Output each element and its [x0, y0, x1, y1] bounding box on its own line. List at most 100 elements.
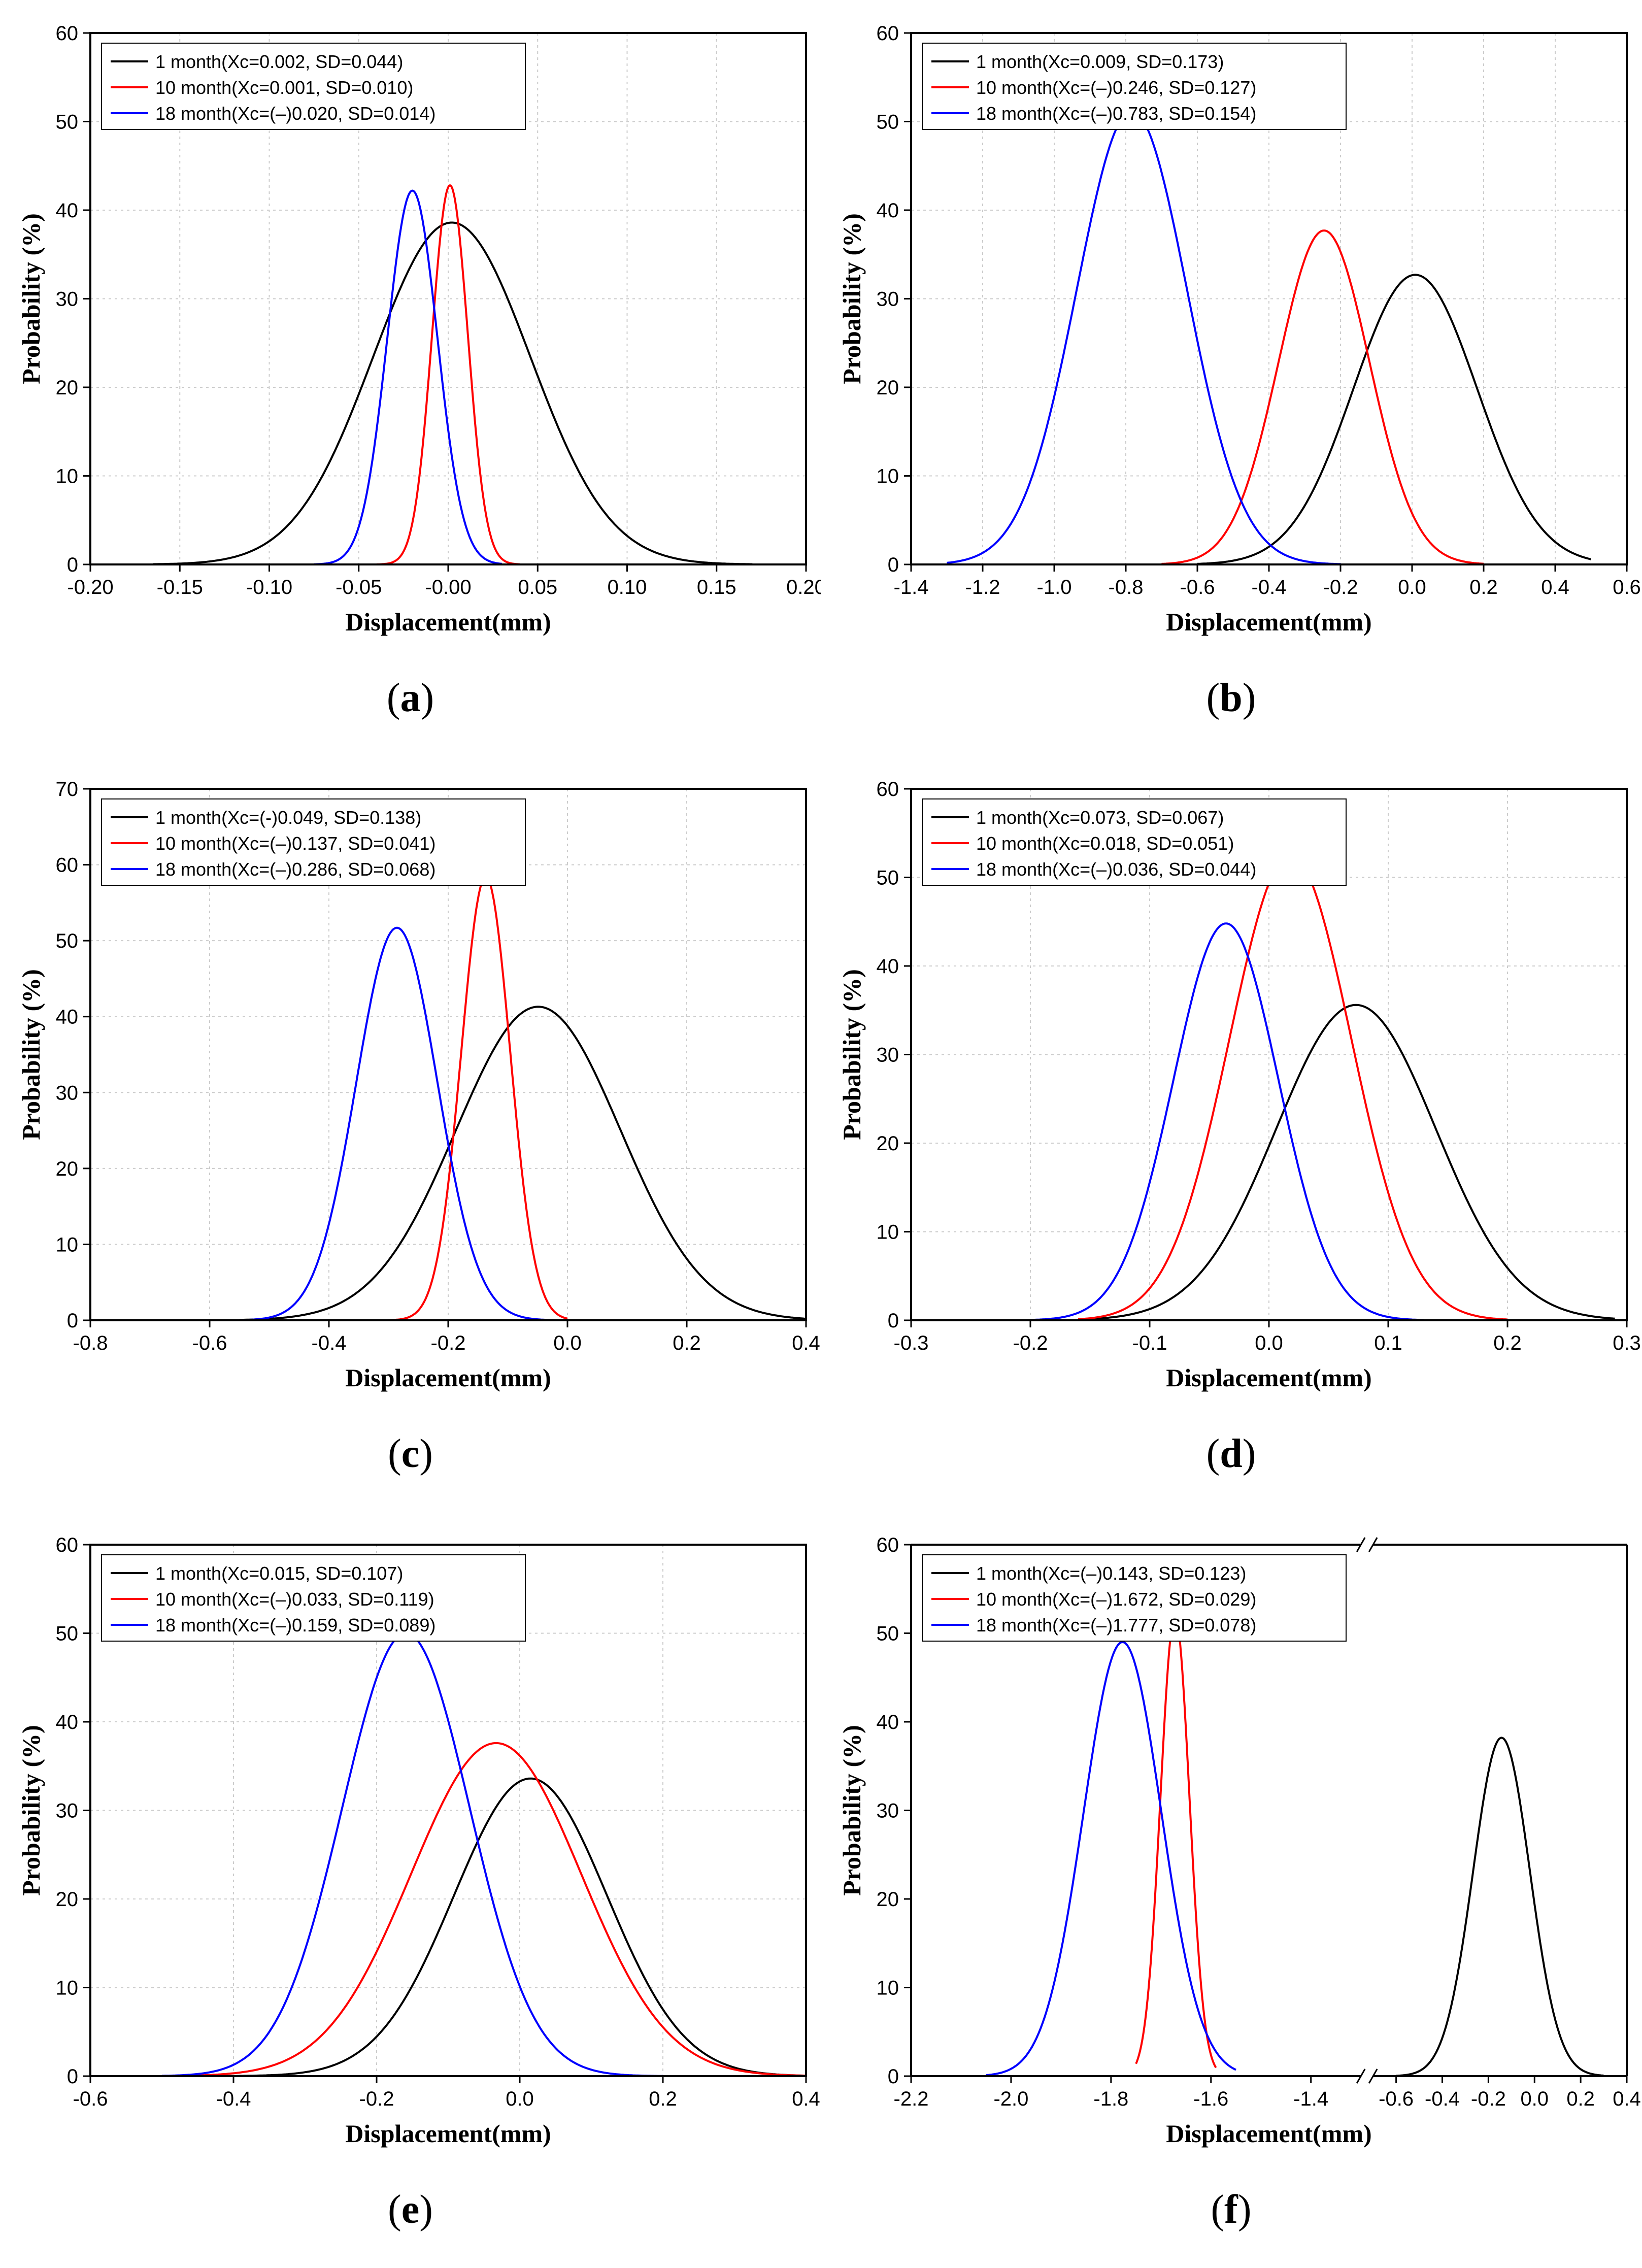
axes	[904, 788, 1628, 1327]
series-group	[239, 876, 806, 1320]
x-tick-label: -0.6	[1379, 2088, 1414, 2110]
y-tick-label: 30	[56, 288, 79, 311]
legend-label-18-month: 18 month(Xc=(–)0.036, SD=0.044)	[976, 859, 1256, 880]
y-tick-label: 50	[56, 111, 79, 134]
y-tick-label: 60	[56, 22, 79, 45]
axes	[83, 32, 807, 572]
x-tick-label: -0.1	[1132, 1332, 1167, 1354]
chart-c: -0.8 -0.6 -0.4 -0.2 0.0 0.2 0.4 0 10 20 30 40 50 60 70…	[17, 778, 820, 1392]
chart-a: -0.20 -0.15 -0.10 -0.05 -0.00 0.05 0.10 0.15 0.2…	[17, 22, 821, 636]
x-tick-label: -0.6	[1180, 576, 1215, 598]
x-tick-label: 0.1	[1374, 1332, 1402, 1354]
x-tick-label: 0.2	[1469, 576, 1498, 598]
chart-e: -0.6 -0.4 -0.2 0.0 0.2 0.4 0 10 20 30 40 50 60 Displa…	[17, 1534, 820, 2148]
x-tick-label: 0.4	[1613, 2088, 1641, 2110]
x-tick-label: -0.3	[894, 1332, 929, 1354]
x-axis-title: Displacement(mm)	[345, 2119, 551, 2148]
y-tick-label: 20	[877, 377, 899, 399]
x-tick-label: 0.0	[1398, 576, 1426, 598]
y-tick-label: 60	[877, 22, 899, 45]
y-tick-label: 30	[56, 1082, 79, 1104]
y-tick-label: 60	[877, 1534, 899, 1556]
y-tick-label: 60	[56, 854, 79, 877]
x-tick-label: -2.2	[894, 2088, 929, 2110]
axis-break-mark	[1368, 1537, 1378, 1552]
x-tick-label: -0.2	[1471, 2088, 1506, 2110]
x-tick-label: -0.2	[359, 2088, 394, 2110]
x-tick-label: -1.0	[1037, 576, 1072, 598]
y-tick-label: 40	[877, 955, 899, 978]
x-tick-label: -0.4	[312, 1332, 347, 1354]
x-tick-label: -0.2	[1323, 576, 1358, 598]
y-tick-label: 20	[877, 1888, 899, 1911]
legend-label-18-month: 18 month(Xc=(–)1.777, SD=0.078)	[976, 1615, 1256, 1636]
y-axis-title: Probability (%)	[17, 1725, 45, 1896]
axes	[83, 788, 807, 1327]
chart-f: -2.2 -2.0 -1.8 -1.6 -1.4 -0.6 -0.4 -0.2 0.0 0.2 0.…	[837, 1534, 1641, 2148]
y-tick-label: 50	[877, 867, 899, 889]
series-group	[1030, 854, 1615, 1320]
panel-f: -2.2 -2.0 -1.8 -1.6 -1.4 -0.6 -0.4 -0.2 0.0 0.2 0.…	[821, 1512, 1641, 2267]
x-tick-label: -1.4	[894, 576, 929, 598]
y-tick-label: 0	[67, 2065, 78, 2088]
y-tick-label: 40	[877, 199, 899, 222]
x-tick-label: -0.8	[1109, 576, 1144, 598]
x-tick-label: -0.8	[73, 1332, 108, 1354]
legend-label-18-month: 18 month(Xc=(–)0.159, SD=0.089)	[155, 1615, 435, 1636]
legend-label-10-month: 10 month(Xc=0.001, SD=0.010)	[155, 77, 413, 98]
y-tick-label: 20	[56, 1888, 79, 1911]
caption-a: (a)	[386, 676, 434, 720]
chart-d: -0.3 -0.2 -0.1 0.0 0.1 0.2 0.3 0 10 20 30 40 50 60 Dis…	[837, 778, 1641, 1392]
caption-d: (d)	[1206, 1431, 1256, 1476]
series-line-10-month	[388, 876, 568, 1320]
legend-box	[101, 1554, 526, 1642]
axis-break-mark	[1356, 2069, 1366, 2084]
legend-label-1-month: 1 month(Xc=0.009, SD=0.173)	[976, 51, 1224, 72]
legend-label-1-month: 1 month(Xc=(–)0.143, SD=0.123)	[976, 1563, 1246, 1584]
series-line-10-month	[1135, 1614, 1217, 2069]
legend-label-10-month: 10 month(Xc=0.018, SD=0.051)	[976, 833, 1234, 854]
y-tick-label: 40	[56, 1006, 79, 1028]
y-axis-title: Probability (%)	[837, 213, 866, 384]
x-tick-label: 0.10	[608, 576, 647, 598]
series-line-18-month	[1030, 922, 1424, 1320]
legend-label-1-month: 1 month(Xc=0.073, SD=0.067)	[976, 807, 1224, 828]
y-tick-label: 10	[56, 1233, 79, 1256]
y-tick-label: 40	[877, 1711, 899, 1733]
series-line-1-month	[239, 1006, 806, 1320]
legend-box	[922, 1554, 1347, 1642]
axis-break-mark	[1356, 1537, 1366, 1552]
x-tick-label: -0.20	[67, 576, 113, 598]
x-tick-label: -0.6	[192, 1332, 227, 1354]
x-axis-title: Displacement(mm)	[1166, 608, 1371, 636]
x-tick-label: -0.15	[157, 576, 203, 598]
legend-label-10-month: 10 month(Xc=(–)0.246, SD=0.127)	[976, 77, 1256, 98]
y-axis-title: Probability (%)	[17, 969, 45, 1140]
y-tick-label: 50	[877, 111, 899, 134]
y-tick-label: 0	[67, 1310, 78, 1332]
x-axis-title: Displacement(mm)	[345, 1363, 551, 1392]
legend-label-1-month: 1 month(Xc=(-)0.049, SD=0.138)	[155, 807, 421, 828]
panel-a: -0.20 -0.15 -0.10 -0.05 -0.00 0.05 0.10 0.15 0.2…	[0, 0, 821, 756]
x-tick-label: 0.0	[553, 1332, 582, 1354]
legend-box	[101, 798, 526, 886]
x-tick-label: -0.4	[1425, 2088, 1460, 2110]
x-tick-label: 0.3	[1613, 1332, 1641, 1354]
x-tick-label: -0.2	[431, 1332, 466, 1354]
series-group	[162, 1632, 806, 2076]
x-tick-label: 0.20	[786, 576, 821, 598]
y-tick-label: 10	[877, 1977, 899, 1999]
legend-label-18-month: 18 month(Xc=(–)0.783, SD=0.154)	[976, 103, 1256, 124]
y-tick-label: 30	[877, 1044, 899, 1066]
legend-label-10-month: 10 month(Xc=(–)0.137, SD=0.041)	[155, 833, 435, 854]
x-tick-label: 0.2	[1566, 2088, 1595, 2110]
series-line-18-month	[986, 1641, 1236, 2076]
x-tick-label: 0.6	[1613, 576, 1641, 598]
legend: 1 month(Xc=0.009, SD=0.173) 10 month(Xc=(…	[922, 43, 1347, 130]
legend: 1 month(Xc=0.002, SD=0.044) 10 month(Xc=0…	[101, 43, 526, 130]
series-line-1-month	[1197, 274, 1591, 564]
y-tick-label: 60	[56, 1534, 79, 1556]
x-tick-label: -1.6	[1193, 2088, 1228, 2110]
series-line-1-month	[1090, 1004, 1615, 1320]
axes	[904, 1537, 1628, 2084]
